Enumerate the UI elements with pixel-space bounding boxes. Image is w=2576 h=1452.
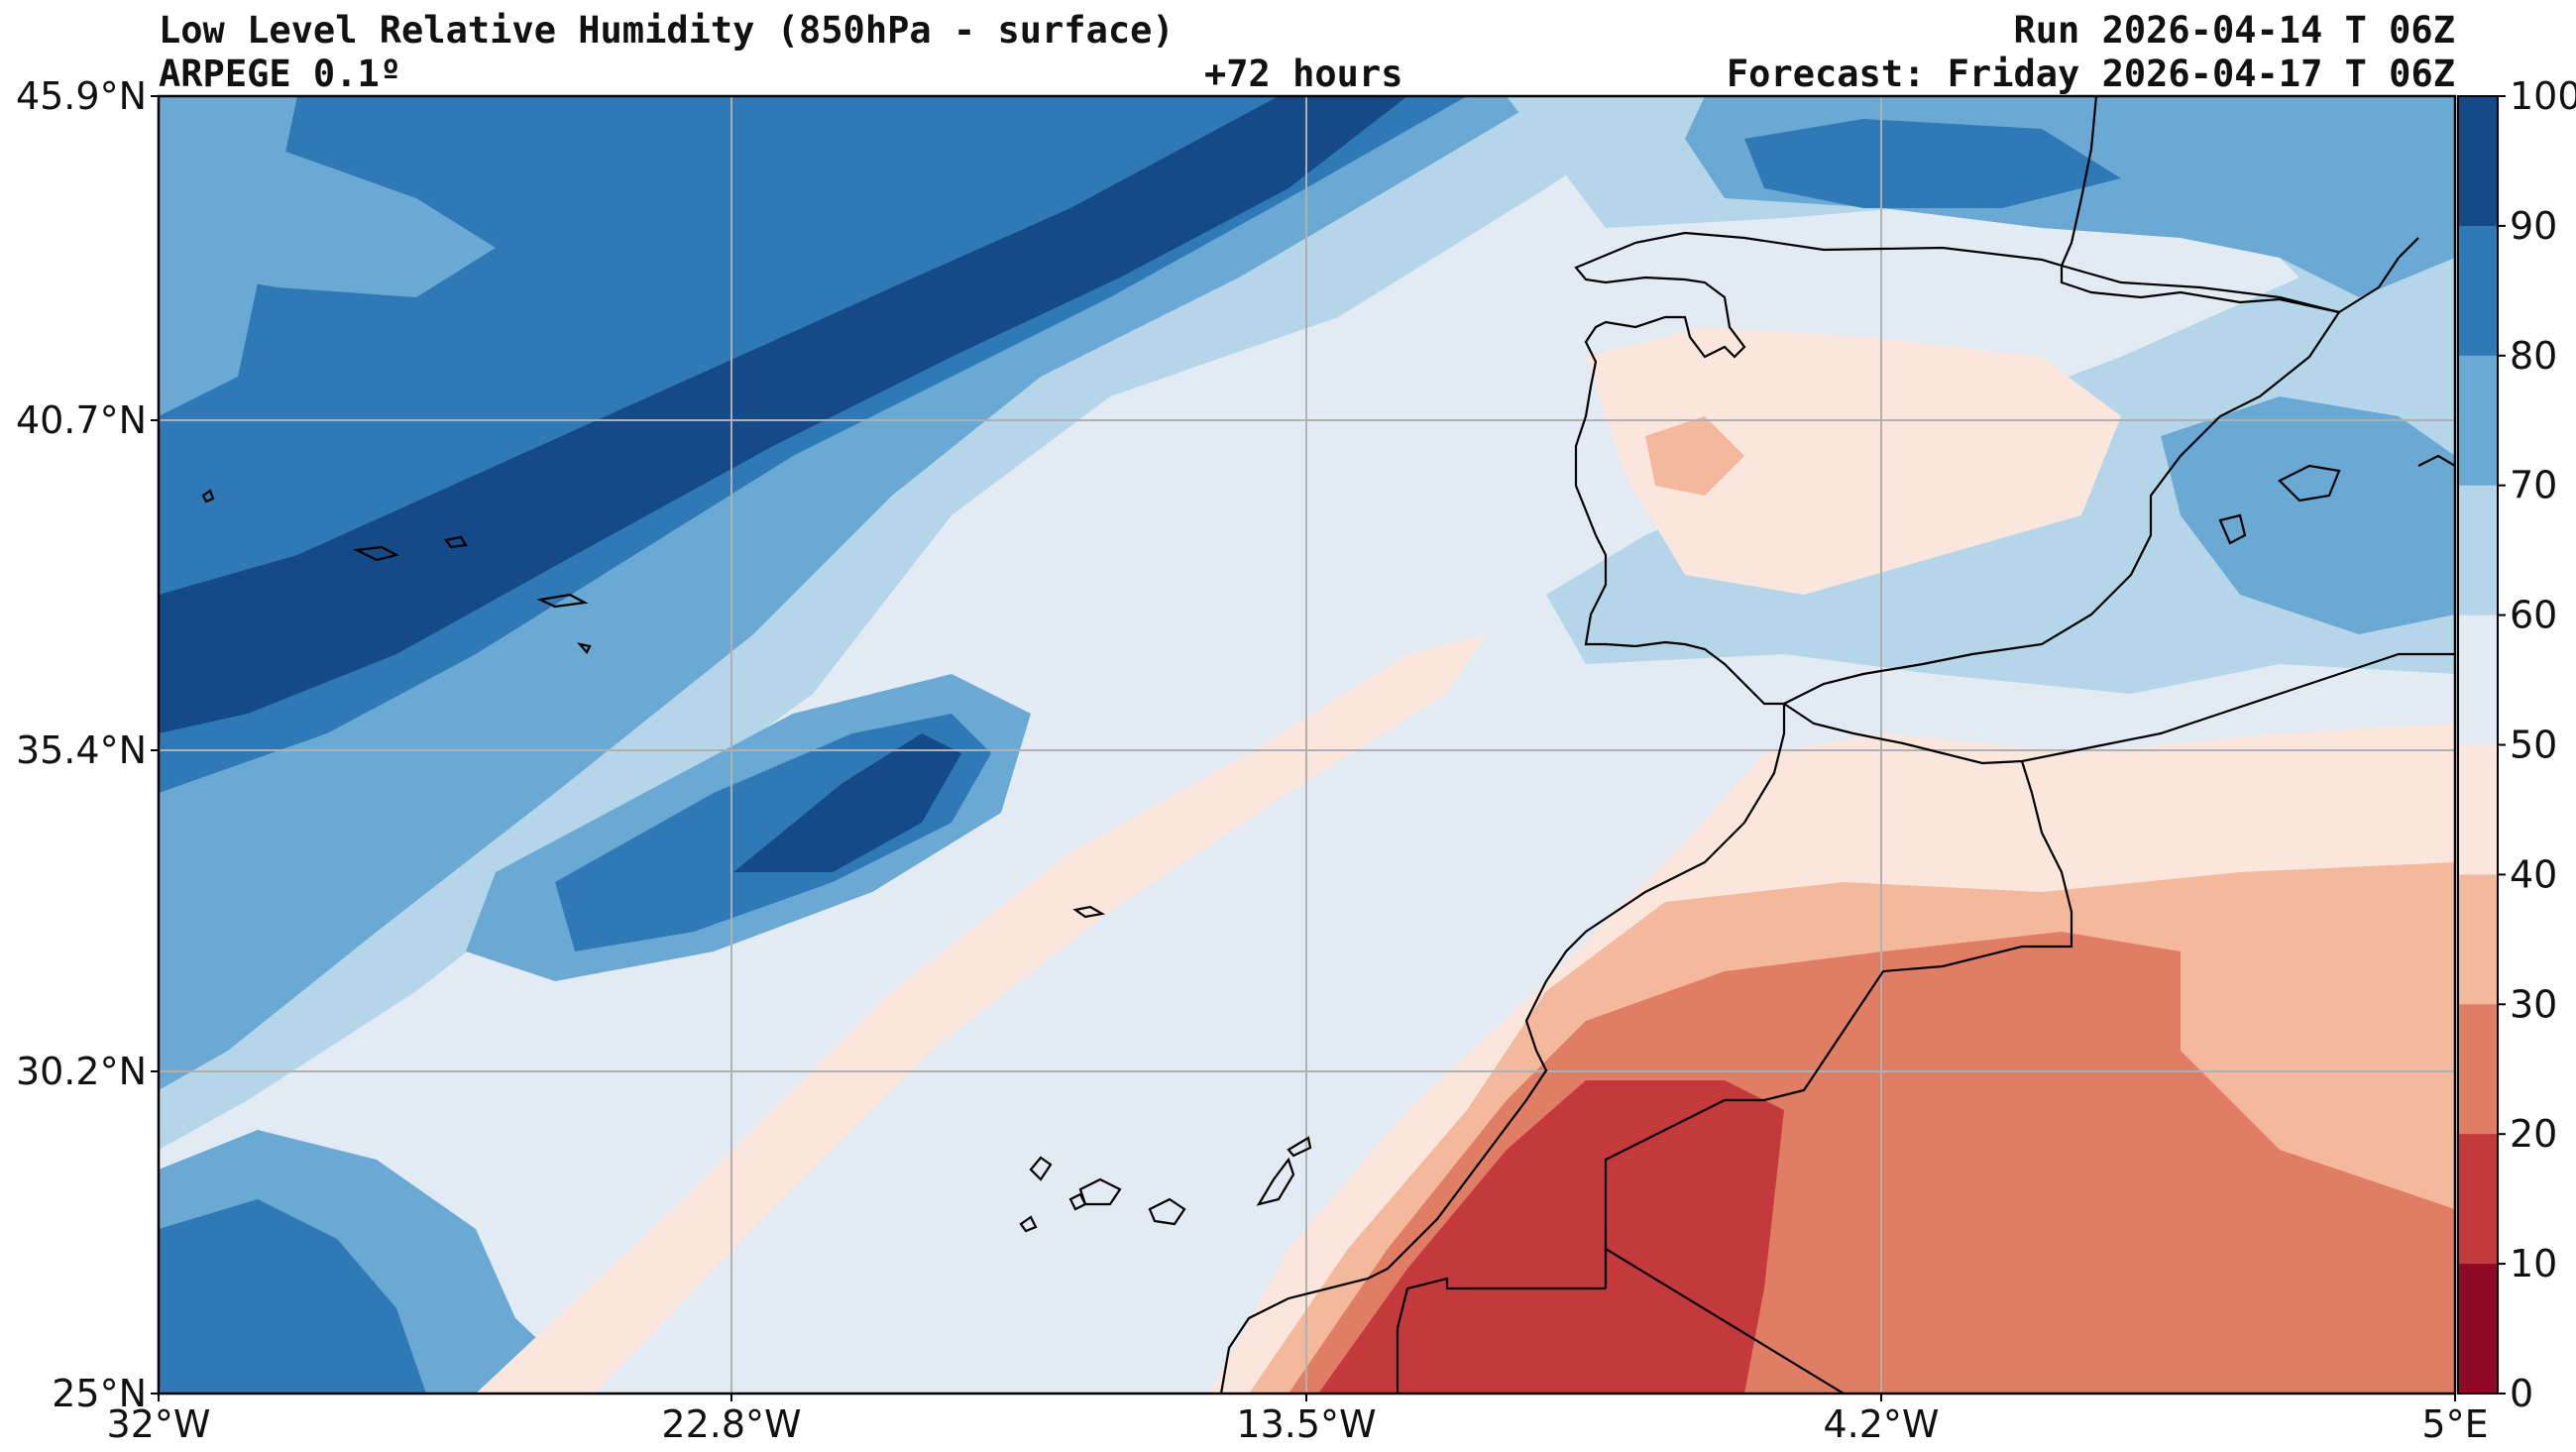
- lon-tick-labels: 32°W 22.8°W 13.5°W 4.2°W 5°E: [107, 1394, 2489, 1446]
- field-30-40-iberia: [1645, 416, 1744, 496]
- gridlines: [159, 96, 2455, 1394]
- model-name: ARPEGE 0.1º: [159, 53, 402, 95]
- lon-tick-3: 13.5°W: [1236, 1402, 1376, 1446]
- colorbar-bin-0: [2458, 96, 2498, 227]
- lon-tick-1: 32°W: [107, 1402, 211, 1446]
- colorbar-bin-8: [2458, 1134, 2498, 1265]
- field-80-90-sw: [159, 1199, 426, 1394]
- forecast-time: Forecast: Friday 2026-04-17 T 06Z: [1726, 53, 2455, 95]
- colorbar-bin-7: [2458, 1004, 2498, 1135]
- colorbar-bin-9: [2458, 1264, 2498, 1395]
- lat-tick-4: 30.2°N: [16, 1050, 147, 1093]
- colorbar-label-5: 50: [2510, 724, 2557, 767]
- colorbar-bin-2: [2458, 355, 2498, 487]
- lead-time: +72 hours: [1204, 53, 1403, 95]
- colorbar-bin-4: [2458, 614, 2498, 745]
- sardinia: [2417, 454, 2455, 467]
- africa-coastline: [1219, 652, 2455, 1394]
- azores-islands: [201, 489, 592, 654]
- canary-islands: [1019, 1136, 1312, 1233]
- colorbar-label-0: 100: [2510, 74, 2576, 118]
- colorbar-label-8: 20: [2510, 1112, 2557, 1156]
- colorbar-bin-6: [2458, 874, 2498, 1005]
- colorbar-label-7: 30: [2510, 982, 2557, 1026]
- colorbar-label-10: 0: [2510, 1372, 2533, 1415]
- lon-tick-4: 4.2°W: [1823, 1402, 1939, 1446]
- field-80-90-ne: [1744, 119, 2121, 208]
- field-90-100-band: [159, 96, 1407, 733]
- western-sahara-border: [1396, 1229, 1845, 1394]
- menorca: [2218, 513, 2247, 545]
- run-time: Run 2026-04-14 T 06Z: [2013, 9, 2455, 52]
- lon-tick-2: 22.8°W: [661, 1402, 801, 1446]
- morocco-algeria-border: [1604, 760, 2073, 1288]
- madeira: [1072, 905, 1106, 919]
- map-title: Low Level Relative Humidity (850hPa - su…: [159, 9, 1175, 52]
- colorbar-label-2: 80: [2510, 334, 2557, 378]
- colorbar-bin-1: [2458, 225, 2498, 357]
- lat-tick-2: 40.7°N: [16, 398, 147, 442]
- field-70-80-patch: [159, 149, 496, 297]
- field-90-100-mid: [733, 733, 961, 872]
- colorbar-label-9: 10: [2510, 1242, 2557, 1285]
- lon-tick-5: 5°E: [2421, 1402, 2488, 1446]
- colorbar-label-4: 60: [2510, 594, 2557, 637]
- france-coast: [2060, 96, 2419, 314]
- field-40-50-ribbon: [476, 634, 1487, 1394]
- field-70-80-east: [2161, 396, 2455, 634]
- lat-tick-5: 25°N: [52, 1372, 147, 1415]
- colorbar-label-6: 40: [2510, 852, 2557, 896]
- colorbar-bins: [2458, 96, 2498, 1395]
- lat-tick-3: 35.4°N: [16, 728, 147, 772]
- lat-tick-1: 45.9°N: [16, 74, 147, 118]
- field-80-90-nw: [159, 96, 1467, 793]
- mallorca: [2278, 464, 2341, 503]
- field-40-50-iberia: [1586, 327, 2121, 595]
- iberia-coastline: [1574, 231, 2341, 706]
- colorbar-label-1: 90: [2510, 204, 2557, 248]
- colorbar-bin-5: [2458, 744, 2498, 875]
- coastlines: [201, 96, 2455, 1394]
- lat-tick-labels: 45.9°N 40.7°N 35.4°N 30.2°N 25°N: [16, 74, 159, 1415]
- colorbar-bin-3: [2458, 485, 2498, 616]
- colorbar-label-3: 70: [2510, 464, 2557, 507]
- field-10-20-africa: [1318, 1080, 1784, 1394]
